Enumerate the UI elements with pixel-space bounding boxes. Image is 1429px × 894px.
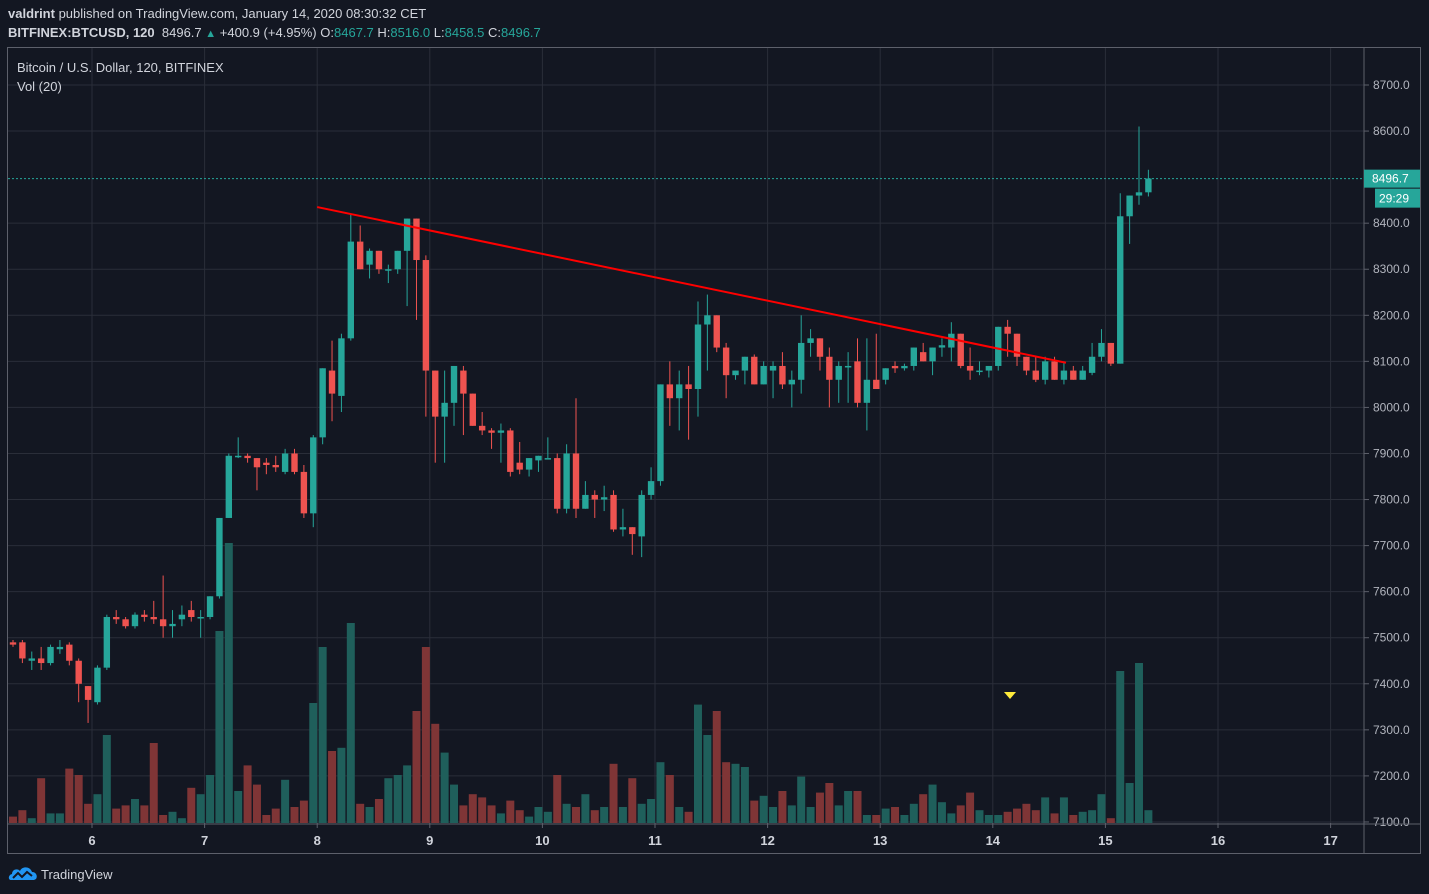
close-label: C: [488,25,502,40]
open-label: O: [320,25,334,40]
date-tick-label: 10 [535,833,549,848]
symbol-ohlc-line: BITFINEX:BTCUSD, 120 8496.7 ▲ +400.9 (+4… [8,25,541,40]
price-tick-label: 7700.0 [1373,539,1410,553]
candlesticks [9,126,1152,723]
author-name[interactable]: valdrint [8,6,55,21]
low-value: 8458.5 [444,25,485,40]
close-value: 8496.7 [501,25,541,40]
trendline[interactable] [316,206,1067,364]
date-tick-label: 8 [314,833,321,848]
series-title[interactable]: Bitcoin / U.S. Dollar, 120, BITFINEX [17,60,224,75]
symbol-label: BITFINEX:BTCUSD, 120 [8,25,155,40]
open-value: 8467.7 [334,25,374,40]
price-tick-label: 8600.0 [1373,124,1410,138]
date-tick-label: 13 [873,833,887,848]
chart-overlay [8,178,1364,699]
chart-legend: Bitcoin / U.S. Dollar, 120, BITFINEX Vol… [17,60,224,98]
price-tick-label: 7900.0 [1373,446,1410,460]
price-tick-label: 8100.0 [1373,354,1410,368]
last-price-badge: 8496.7 [1372,172,1409,186]
price-tick-label: 7100.0 [1373,815,1410,829]
date-tick-label: 6 [88,833,95,848]
date-tick-label: 9 [426,833,433,848]
date-tick-label: 11 [648,833,662,848]
price-change: +400.9 (+4.95%) [219,25,317,40]
brand-name: TradingView [41,866,113,882]
last-price: 8496.7 [161,25,202,40]
volume-bars [9,543,1153,823]
date-tick-label: 12 [760,833,774,848]
low-label: L: [433,25,445,40]
price-tick-label: 7600.0 [1373,585,1410,599]
price-tick-label: 7200.0 [1373,769,1410,783]
date-tick-label: 16 [1211,833,1225,848]
price-tick-label: 8700.0 [1373,78,1410,92]
tradingview-logo-icon [8,867,37,880]
price-tick-label: 8000.0 [1373,400,1410,414]
date-tick-label: 14 [986,833,1001,848]
up-arrow-icon: ▲ [205,28,217,40]
price-tick-label: 7500.0 [1373,631,1410,645]
price-tick-label: 8300.0 [1373,262,1410,276]
price-tick-label: 8400.0 [1373,216,1410,230]
publish-info: valdrint published on TradingView.com, J… [8,6,426,21]
price-tick-label: 7400.0 [1373,677,1410,691]
bar-countdown-badge: 29:29 [1379,192,1409,206]
price-tick-label: 8200.0 [1373,308,1410,322]
price-tick-label: 7800.0 [1373,493,1410,507]
alert-marker-icon[interactable] [1004,692,1016,699]
high-label: H: [377,25,391,40]
volume-indicator-label[interactable]: Vol (20) [17,79,62,94]
chart-axes[interactable]: 7100.0 7200.0 7300.0 7400.0 7500.0 7600.0 7700… [8,48,1421,854]
date-tick-label: 15 [1098,833,1112,848]
date-tick-label: 7 [201,833,208,848]
publish-text: published on TradingView.com, January 14… [54,6,427,21]
date-tick-label: 17 [1323,833,1337,848]
tradingview-branding[interactable]: TradingView [8,864,113,884]
high-value: 8516.0 [390,25,431,40]
chart-frame [7,47,1421,854]
price-tick-label: 7300.0 [1373,723,1410,737]
